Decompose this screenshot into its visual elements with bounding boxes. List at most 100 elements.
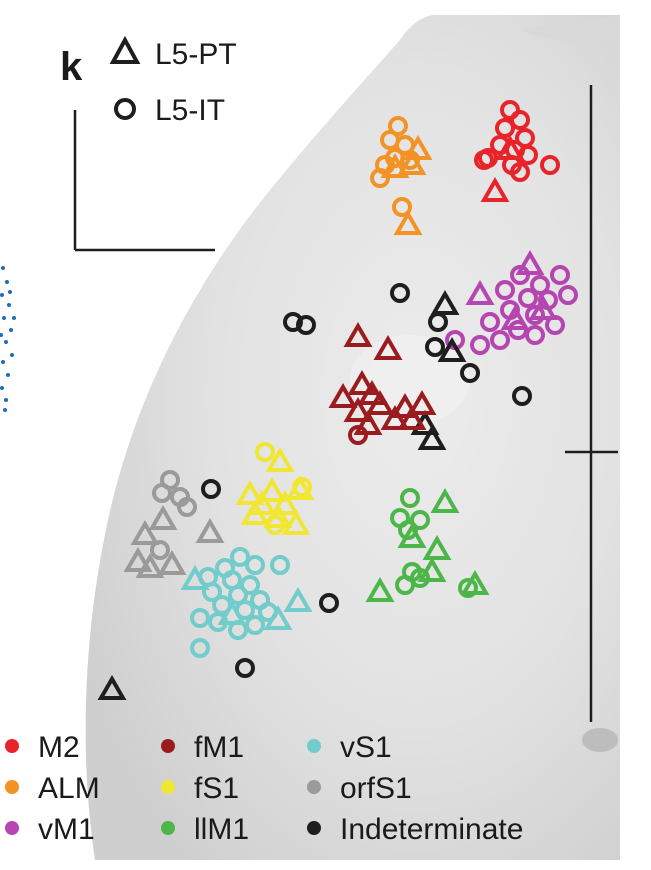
pt-neuron-marker [500, 305, 530, 330]
it-neuron-marker [230, 547, 250, 567]
it-neuron-marker [177, 497, 197, 517]
it-neuron-marker [474, 150, 494, 170]
legend-label-vs1: vS1 [340, 731, 392, 764]
it-neuron-marker [540, 155, 560, 175]
legend-label-alm: ALM [38, 772, 100, 805]
pt-neuron-marker [343, 322, 373, 347]
pt-neuron-marker [283, 587, 313, 612]
it-neuron-marker [530, 275, 550, 295]
pt-neuron-marker [397, 523, 427, 548]
tissue-bulge [520, 15, 620, 42]
legend-label-it: L5-IT [155, 94, 225, 127]
pt-neuron-marker [390, 393, 420, 418]
it-neuron-marker [319, 593, 339, 613]
pt-neuron-marker [130, 520, 160, 545]
pt-neuron-marker [328, 383, 358, 408]
legend-dot-vm1 [5, 821, 19, 835]
it-neuron-marker [460, 363, 480, 383]
legend-label-llm1: llM1 [194, 813, 249, 846]
legend-dot-vs1 [307, 739, 321, 753]
it-neuron-marker [470, 335, 490, 355]
pt-neuron-marker [373, 335, 403, 360]
neuron-markers [97, 100, 578, 700]
pt-neuron-marker [460, 570, 490, 595]
pt-neuron-marker [281, 510, 311, 535]
pt-neuron-marker [353, 410, 383, 435]
pt-neuron-marker [480, 177, 510, 202]
pt-neuron-marker [430, 290, 460, 315]
legend-dot-fm1 [161, 739, 175, 753]
pt-neuron-marker [437, 337, 467, 362]
pt-neuron-marker [263, 605, 293, 630]
it-neuron-marker [400, 488, 420, 508]
it-neuron-marker [425, 337, 445, 357]
it-neuron-marker [550, 265, 570, 285]
it-neuron-marker [525, 325, 545, 345]
pt-neuron-marker [347, 370, 377, 395]
brain-tissue [85, 15, 620, 860]
it-neuron-marker [202, 582, 222, 602]
region-legend: M2 ALM vM1 fM1 fS1 llM1 vS1 orfS1 Indete… [5, 731, 523, 846]
pt-neuron-marker [422, 535, 452, 560]
pt-neuron-marker [365, 577, 395, 602]
tissue-shadow [582, 728, 618, 752]
it-neuron-marker [245, 615, 265, 635]
it-neuron-marker [190, 608, 210, 628]
pt-neuron-marker [343, 397, 373, 422]
it-neuron-marker [500, 100, 520, 120]
it-neuron-marker [255, 442, 275, 462]
it-neuron-marker [292, 477, 312, 497]
pt-neuron-marker [393, 210, 423, 235]
it-neuron-marker [390, 283, 410, 303]
it-neuron-marker [392, 197, 412, 217]
legend-dot-m2 [5, 739, 19, 753]
it-neuron-marker [510, 265, 530, 285]
pt-neuron-marker [365, 390, 395, 415]
triangle-legend-icon [109, 35, 141, 64]
pt-neuron-marker [123, 547, 153, 572]
pt-neuron-marker [180, 565, 210, 590]
it-neuron-marker [296, 315, 316, 335]
it-neuron-marker [245, 555, 265, 575]
it-neuron-marker [283, 312, 303, 332]
it-neuron-marker [410, 568, 430, 588]
it-neuron-marker [240, 575, 260, 595]
legend-label-fm1: fM1 [194, 731, 244, 764]
legend-label-pt: L5-PT [155, 38, 237, 71]
legend-label-indeterminate: Indeterminate [340, 813, 523, 846]
pt-neuron-marker [97, 675, 127, 700]
legend-dot-fs1 [161, 780, 175, 794]
pt-neuron-marker [240, 500, 270, 525]
it-neuron-marker [495, 118, 515, 138]
midline-axis [565, 85, 618, 722]
legend-label-orfs1: orfS1 [340, 772, 412, 805]
legend-label-vm1: vM1 [38, 813, 95, 846]
it-neuron-marker [525, 305, 545, 325]
it-neuron-marker [265, 515, 285, 535]
pt-neuron-marker [135, 553, 165, 578]
pt-neuron-marker [257, 477, 287, 502]
pt-neuron-marker [403, 135, 433, 160]
pt-neuron-marker [265, 447, 295, 472]
pt-neuron-marker [380, 153, 410, 178]
it-neuron-marker [558, 285, 578, 305]
it-neuron-marker [490, 330, 510, 350]
panel-letter: k [60, 45, 83, 89]
pt-neuron-marker [397, 150, 427, 175]
pt-neuron-marker [235, 480, 265, 505]
pt-neuron-marker [430, 488, 460, 513]
it-neuron-marker [190, 638, 210, 658]
it-neuron-marker [348, 425, 368, 445]
pt-neuron-marker [148, 505, 178, 530]
it-neuron-marker [510, 162, 530, 182]
pt-neuron-marker [217, 600, 247, 625]
legend-dot-alm [5, 780, 19, 794]
it-neuron-marker [458, 578, 478, 598]
pt-neuron-marker [380, 405, 410, 430]
legend-dot-llm1 [161, 821, 175, 835]
it-neuron-marker [518, 288, 538, 308]
it-neuron-marker [495, 280, 515, 300]
pt-neuron-marker [157, 550, 187, 575]
it-neuron-marker [480, 312, 500, 332]
